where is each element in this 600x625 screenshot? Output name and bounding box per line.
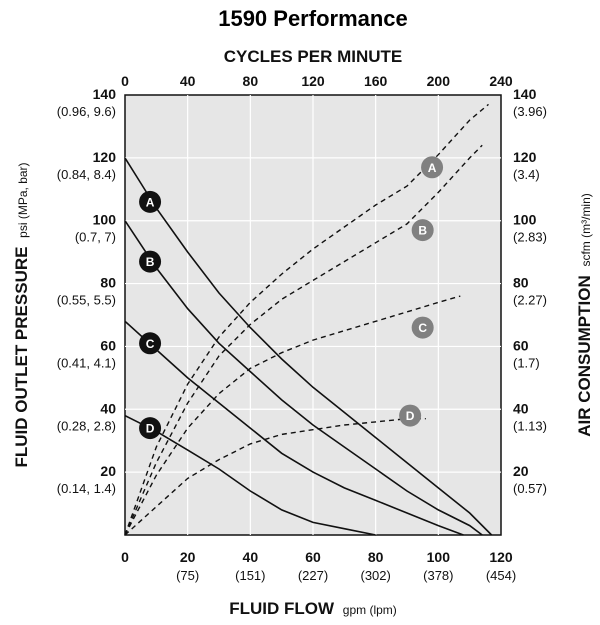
x-axis-tick-label: 100 — [427, 549, 451, 565]
x-axis-tick-sublabel: (227) — [298, 568, 328, 583]
left-axis-tick-sublabel: (0.96, 9.6) — [57, 104, 116, 119]
x-axis-tick-label: 80 — [368, 549, 384, 565]
left-axis-tick-sublabel: (0.28, 2.8) — [57, 418, 116, 433]
air-curve-b — [124, 144, 483, 536]
pressure-curve-c — [124, 320, 464, 536]
pressure-label-badge-d — [139, 417, 162, 440]
air-label-badge-b — [411, 219, 434, 242]
pressure-label-badge-c — [139, 332, 162, 355]
left-axis-tick-sublabel: (0.84, 8.4) — [57, 167, 116, 182]
top-axis-tick-label: 200 — [427, 73, 451, 89]
right-axis-tick-sublabel: (3.4) — [513, 167, 540, 182]
right-axis-tick-sublabel: (0.57) — [513, 481, 547, 496]
air-label-badge-a — [421, 156, 444, 179]
pressure-label-badge-b — [139, 250, 162, 273]
top-axis-tick-label: 80 — [243, 73, 259, 89]
grid-lines — [125, 95, 501, 535]
pressure-curve-a — [124, 157, 493, 536]
top-axis-tick-label: 0 — [121, 73, 129, 89]
left-axis-tick-label: 40 — [100, 400, 116, 416]
left-axis-tick-label: 100 — [93, 212, 117, 228]
left-axis-tick-label: 140 — [93, 86, 117, 102]
left-axis-tick-label: 20 — [100, 463, 116, 479]
series-labels: A B C D A B C D — [139, 156, 444, 440]
right-axis-tick-sublabel: (1.13) — [513, 418, 547, 433]
pressure-curve-b — [124, 220, 483, 536]
right-axis-tick-label: 140 — [513, 86, 537, 102]
air-label-a: A — [428, 161, 437, 175]
left-axis-tick-label: 80 — [100, 275, 116, 291]
air-label-badge-d — [399, 404, 422, 427]
right-axis-tick-sublabel: (3.96) — [513, 104, 547, 119]
x-axis-tick-sublabel: (302) — [360, 568, 390, 583]
pressure-label-a: A — [146, 195, 155, 209]
air-curve-c — [124, 295, 461, 536]
x-axis-tick-label: 20 — [180, 549, 196, 565]
pressure-label-badge-a — [139, 190, 162, 213]
x-axis-tick-label: 0 — [121, 549, 129, 565]
left-axis-tick-sublabel: (0.7, 7) — [75, 230, 116, 245]
air-curve-a — [124, 103, 489, 536]
pressure-label-b: B — [146, 255, 155, 269]
tick-labels: 0 40 80 120 160 200 240 0 20 (75) 40 (151) 60 (227) 80… — [57, 73, 547, 583]
right-axis-tick-label: 20 — [513, 463, 529, 479]
right-axis-tick-label: 60 — [513, 337, 529, 353]
left-axis-tick-sublabel: (0.41, 4.1) — [57, 355, 116, 370]
x-axis-title: FLUID FLOW gpm (lpm) — [229, 599, 397, 618]
x-axis-tick-sublabel: (378) — [423, 568, 453, 583]
top-axis-tick-label: 40 — [180, 73, 196, 89]
right-axis-tick-label: 100 — [513, 212, 537, 228]
left-axis-tick-sublabel: (0.14, 1.4) — [57, 481, 116, 496]
chart-title: 1590 Performance — [218, 6, 408, 31]
top-axis-tick-label: 160 — [364, 73, 388, 89]
x-axis-tick-label: 120 — [489, 549, 513, 565]
air-label-badge-c — [411, 316, 434, 339]
right-axis-tick-sublabel: (1.7) — [513, 355, 540, 370]
left-axis-tick-sublabel: (0.55, 5.5) — [57, 293, 116, 308]
right-axis-tick-label: 80 — [513, 275, 529, 291]
x-axis-tick-sublabel: (151) — [235, 568, 265, 583]
right-axis-tick-label: 40 — [513, 400, 529, 416]
right-axis-title: AIR CONSUMPTION scfm (m³/min) — [575, 193, 594, 437]
x-axis-tick-sublabel: (454) — [486, 568, 516, 583]
pressure-label-d: D — [146, 422, 155, 436]
air-label-c: C — [418, 321, 427, 335]
air-label-b: B — [418, 224, 427, 238]
top-axis-title: CYCLES PER MINUTE — [224, 47, 403, 66]
top-axis-tick-label: 120 — [301, 73, 325, 89]
air-label-d: D — [406, 409, 415, 423]
pressure-curve-d — [124, 414, 376, 536]
left-axis-tick-label: 60 — [100, 337, 116, 353]
right-axis-tick-sublabel: (2.27) — [513, 293, 547, 308]
x-axis-tick-sublabel: (75) — [176, 568, 199, 583]
left-axis-tick-label: 120 — [93, 149, 117, 165]
left-axis-title: FLUID OUTLET PRESSURE psi (MPa, bar) — [12, 162, 31, 467]
right-axis-tick-sublabel: (2.83) — [513, 230, 547, 245]
pressure-label-c: C — [146, 337, 155, 351]
series-layer — [124, 103, 493, 536]
right-axis-tick-label: 120 — [513, 149, 537, 165]
top-axis-tick-label: 240 — [489, 73, 513, 89]
x-axis-tick-label: 40 — [243, 549, 259, 565]
x-axis-tick-label: 60 — [305, 549, 321, 565]
